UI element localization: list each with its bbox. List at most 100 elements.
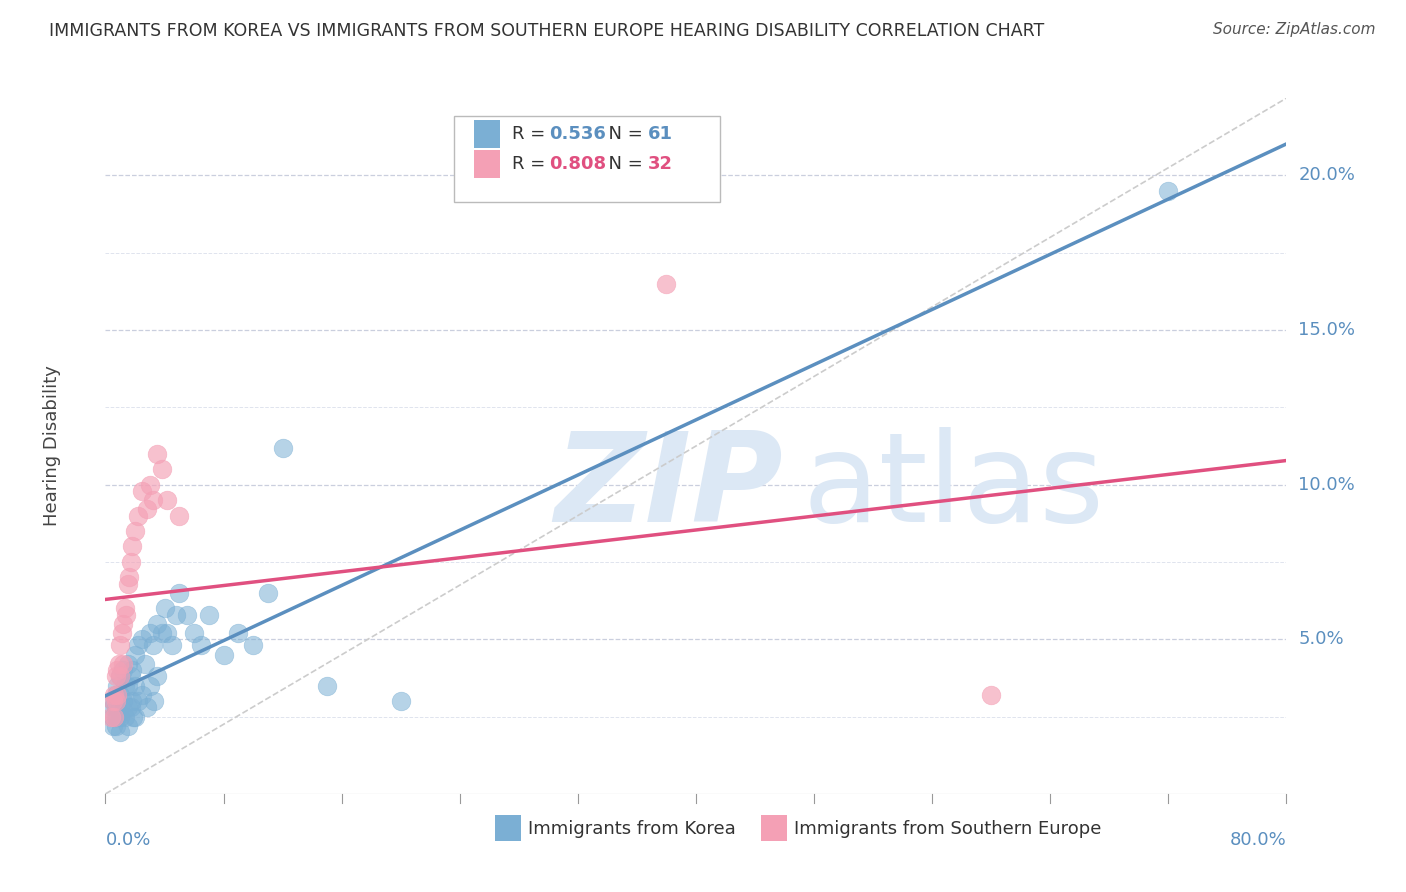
Point [271, 441, 294, 455]
Point [107, 657, 129, 671]
Text: Immigrants from Southern Europe: Immigrants from Southern Europe [794, 820, 1101, 838]
Point [1157, 184, 1180, 198]
Point [101, 694, 124, 708]
Point [138, 626, 162, 640]
Point [127, 639, 149, 653]
Point [121, 694, 143, 708]
Text: ZIP: ZIP [554, 427, 783, 549]
Point [104, 669, 127, 683]
Text: Source: ZipAtlas.com: Source: ZipAtlas.com [1212, 22, 1375, 37]
Text: 32: 32 [648, 155, 672, 173]
Point [135, 700, 157, 714]
Point [124, 524, 146, 538]
Point [121, 540, 143, 554]
Point [169, 508, 191, 523]
Text: Hearing Disability: Hearing Disability [44, 366, 62, 526]
Point [197, 607, 219, 622]
Point [105, 679, 128, 693]
Text: 80.0%: 80.0% [1230, 831, 1286, 849]
Point [190, 639, 212, 653]
Point [112, 657, 135, 671]
Point [134, 657, 156, 671]
Point [112, 616, 135, 631]
Point [117, 700, 139, 714]
Point [146, 616, 169, 631]
Point [101, 709, 124, 723]
Point [124, 648, 146, 662]
Point [101, 694, 124, 708]
Point [150, 626, 173, 640]
Point [117, 719, 139, 733]
Point [131, 483, 153, 498]
Point [228, 626, 250, 640]
Point [120, 700, 142, 714]
Text: IMMIGRANTS FROM KOREA VS IMMIGRANTS FROM SOUTHERN EUROPE HEARING DISABILITY CORR: IMMIGRANTS FROM KOREA VS IMMIGRANTS FROM… [49, 22, 1045, 40]
Point [212, 648, 235, 662]
Bar [495, 814, 522, 841]
Point [117, 679, 139, 693]
Point [131, 632, 153, 647]
Point [257, 586, 280, 600]
Text: 0.536: 0.536 [550, 125, 606, 144]
Point [101, 700, 124, 714]
Point [120, 555, 142, 569]
Point [146, 669, 169, 683]
Point [160, 639, 183, 653]
Point [156, 626, 179, 640]
Point [115, 607, 138, 622]
Point [142, 639, 165, 653]
Point [980, 688, 1002, 702]
Point [169, 586, 191, 600]
Point [153, 601, 176, 615]
Point [138, 477, 162, 491]
Point [103, 688, 125, 702]
Point [103, 709, 125, 723]
Point [127, 508, 149, 523]
Point [101, 719, 124, 733]
Bar [761, 814, 787, 841]
Point [104, 709, 127, 723]
Point [118, 570, 141, 584]
Point [114, 709, 136, 723]
Text: N =: N = [596, 125, 648, 144]
Point [120, 669, 142, 683]
Point [112, 694, 135, 708]
Point [110, 639, 132, 653]
Point [110, 669, 132, 683]
Point [111, 626, 134, 640]
Point [112, 663, 135, 677]
Point [110, 725, 132, 739]
Point [124, 709, 146, 723]
Point [104, 694, 127, 708]
Point [315, 679, 337, 693]
Text: Immigrants from Korea: Immigrants from Korea [529, 820, 735, 838]
Text: 0.0%: 0.0% [105, 831, 150, 849]
Text: R =: R = [512, 155, 551, 173]
Point [105, 709, 128, 723]
Point [104, 688, 127, 702]
Bar [474, 120, 501, 148]
Point [131, 688, 153, 702]
Point [117, 657, 139, 671]
Point [114, 679, 136, 693]
Point [242, 639, 264, 653]
Point [105, 688, 128, 702]
Text: 20.0%: 20.0% [1298, 167, 1355, 185]
Text: atlas: atlas [803, 427, 1104, 549]
Point [142, 493, 165, 508]
Point [104, 719, 127, 733]
Text: 10.0%: 10.0% [1298, 475, 1355, 493]
Point [114, 601, 136, 615]
Point [176, 607, 198, 622]
Point [110, 709, 132, 723]
Point [104, 700, 127, 714]
Point [127, 694, 149, 708]
Point [110, 669, 132, 683]
Point [156, 493, 179, 508]
Point [146, 447, 169, 461]
Point [150, 462, 173, 476]
Point [100, 709, 122, 723]
Text: R =: R = [512, 125, 551, 144]
Point [389, 694, 412, 708]
Point [143, 694, 166, 708]
